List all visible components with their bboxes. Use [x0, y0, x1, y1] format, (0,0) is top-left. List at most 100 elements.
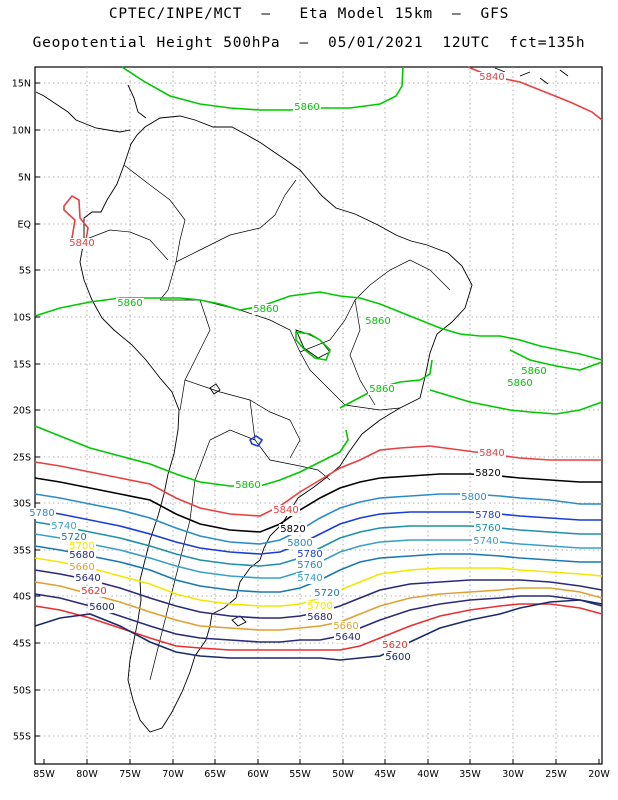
contour-label-bg [50, 521, 78, 532]
lat-tick-label: 40S [13, 592, 31, 603]
chart-subtitle: Geopotential Height 500hPa – 05/01/2021 … [32, 35, 586, 51]
contour-label-bg [306, 601, 334, 612]
contour-label-bg [28, 508, 56, 519]
contour-label-bg [472, 536, 500, 547]
lon-tick-label: 80W [76, 769, 98, 780]
contour-label-bg [234, 480, 262, 491]
contour-5600 [34, 599, 603, 661]
contour-5660 [34, 581, 603, 631]
lat-tick-label: 15N [12, 79, 31, 90]
longitude-labels: 85W 80W 75W 70W 65W 60W 55W 50W 45W 40W 35W 30W 25W 2… [33, 759, 610, 780]
contour-value-label: 5860 [365, 316, 390, 327]
contour-value-label: 5780 [29, 508, 54, 519]
lon-tick-label: 25W [545, 769, 567, 780]
contour-value-label: 5640 [335, 632, 360, 643]
contour-value-label: 5840 [479, 448, 504, 459]
lon-tick-label: 65W [204, 769, 226, 780]
lon-tick-label: 40W [417, 769, 439, 780]
contour-value-label: 5620 [382, 640, 407, 651]
contour-value-label: 5600 [89, 602, 114, 613]
lat-tick-label: 10S [13, 313, 31, 324]
lat-tick-label: 5S [19, 266, 31, 277]
contour-label-bg [332, 621, 360, 632]
contour-5640 [34, 593, 603, 643]
contour-value-label: 5620 [81, 586, 106, 597]
contour-label-bg [272, 505, 300, 516]
contour-value-label: 5860 [294, 102, 319, 113]
contour-value-label: 5760 [297, 560, 322, 571]
lat-tick-label: 5N [18, 173, 31, 184]
lat-tick-label: 35S [13, 546, 31, 557]
contour-value-label: 5860 [117, 298, 142, 309]
contour-label-bg [80, 586, 108, 597]
contour-label-bg [474, 523, 502, 534]
contour-label-bg [384, 652, 412, 663]
contour-value-label: 5860 [507, 378, 532, 389]
contour-value-label: 5700 [307, 601, 332, 612]
contour-label-bg [68, 550, 96, 561]
contour-label-bg [296, 549, 324, 560]
lon-tick-label: 85W [33, 769, 55, 780]
lake-titicaca [209, 383, 221, 395]
contour-label-bg [313, 588, 341, 599]
contour-5620 [34, 603, 603, 651]
contour-value-label: 5860 [369, 384, 394, 395]
lon-tick-label: 55W [289, 769, 311, 780]
contour-label-bg [286, 538, 314, 549]
lat-tick-label: 50S [13, 686, 31, 697]
contour-label-bg [478, 448, 506, 459]
contour-value-label: 5780 [475, 510, 500, 521]
lon-tick-label: 70W [162, 769, 184, 780]
contour-5820 [34, 473, 602, 533]
contour-value-label: 5780 [297, 549, 322, 560]
lat-tick-label: 25S [13, 453, 31, 464]
contour-label-bg [381, 640, 409, 651]
latitude-labels: 15N 10N 5N EQ 5S 10S 15S 20S 25S 30S 35S 40S 45S 50S 5… [12, 79, 40, 743]
contour-5760 [34, 521, 602, 567]
lon-tick-label: 20W [588, 769, 610, 780]
contour-value-label: 5680 [69, 550, 94, 561]
contour-label-bg [306, 612, 334, 623]
contour-value-label: 5760 [475, 523, 500, 534]
contour-label-bg [296, 573, 324, 584]
contour-value-label: 5740 [297, 573, 322, 584]
contour-label-bg [60, 532, 88, 543]
lat-tick-label: 45S [13, 639, 31, 650]
lon-tick-label: 75W [119, 769, 141, 780]
contour-labels: 5840586058405860586058605860586058605860… [28, 72, 548, 663]
contour-value-label: 5660 [69, 562, 94, 573]
lat-tick-label: 55S [13, 732, 31, 743]
lon-tick-label: 30W [502, 769, 524, 780]
falklands [231, 615, 247, 627]
lon-tick-label: 50W [332, 769, 354, 780]
lat-tick-label: EQ [18, 220, 31, 231]
contour-value-label: 5700 [69, 541, 94, 552]
contour-value-label: 5800 [287, 538, 312, 549]
lat-tick-label: 30S [13, 499, 31, 510]
contour-value-label: 5680 [307, 612, 332, 623]
lon-tick-label: 35W [459, 769, 481, 780]
central-america-coast [35, 91, 131, 133]
contour-value-label: 5740 [51, 521, 76, 532]
contour-value-label: 5660 [333, 621, 358, 632]
contour-value-label: 5840 [479, 72, 504, 83]
north-coast [127, 84, 147, 119]
contour-5800 [34, 493, 602, 545]
contour-label-bg [68, 238, 96, 249]
contour-label-bg [460, 492, 488, 503]
lon-tick-label: 60W [247, 769, 269, 780]
map-frame [34, 66, 603, 765]
contour-label-bg [296, 560, 324, 571]
contour-5780 [34, 509, 602, 555]
chart-title: CPTEC/INPE/MCT – Eta Model 15km – GFS [108, 6, 510, 22]
lat-tick-label: 10N [12, 126, 31, 137]
contour-5860-lake [295, 331, 331, 361]
contour-label-bg [279, 524, 307, 535]
contour-value-label: 5860 [521, 366, 546, 377]
contour-label-bg [474, 468, 502, 479]
lat-tick-label: 20S [13, 406, 31, 417]
contour-label-bg [478, 72, 506, 83]
contour-value-label: 5720 [314, 588, 339, 599]
contour-label-bg [252, 304, 280, 315]
